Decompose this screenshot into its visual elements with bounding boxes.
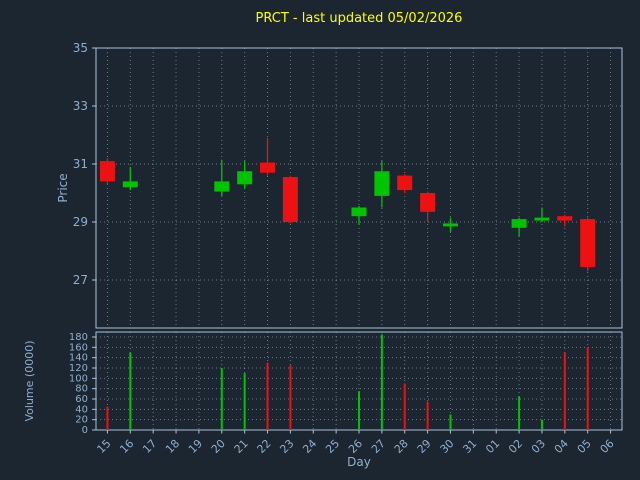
candle-body <box>99 161 115 182</box>
candle-body <box>237 171 253 185</box>
price-tick-label: 35 <box>73 41 88 55</box>
x-tick-label: 02 <box>506 437 525 456</box>
candle-body <box>282 177 298 222</box>
price-tick-label: 29 <box>73 215 88 229</box>
x-tick-label: 15 <box>94 437 113 456</box>
volume-tick-label: 100 <box>69 373 88 384</box>
candle-body <box>442 223 458 227</box>
price-tick-label: 31 <box>73 157 88 171</box>
x-tick-label: 01 <box>483 437 502 456</box>
volume-bar <box>403 383 406 430</box>
candle-body <box>374 171 390 196</box>
price-plot-frame <box>95 47 623 329</box>
x-tick-label: 17 <box>140 437 159 456</box>
x-axis-label: Day <box>347 455 371 469</box>
x-tick-label: 19 <box>186 437 205 456</box>
x-tick-label: 18 <box>163 437 182 456</box>
volume-tick-label: 0 <box>82 425 88 436</box>
x-tick-label: 26 <box>346 437 365 456</box>
x-tick-label: 04 <box>552 437 571 456</box>
x-tick-label: 29 <box>415 437 434 456</box>
volume-tick-label: 120 <box>69 363 88 374</box>
candle-body <box>557 216 573 221</box>
price-tick-label: 27 <box>73 273 88 287</box>
volume-bar <box>540 419 543 430</box>
candle-body <box>260 162 276 173</box>
chart-title: PRCT - last updated 05/02/2026 <box>255 11 463 26</box>
volume-bar <box>563 352 566 430</box>
x-tick-label: 24 <box>300 437 319 456</box>
x-tick-label: 30 <box>438 437 457 456</box>
x-tick-label: 05 <box>575 437 594 456</box>
candle-body <box>534 217 550 221</box>
volume-bar <box>289 365 292 430</box>
volume-bar <box>426 401 429 430</box>
x-tick-label: 28 <box>392 437 411 456</box>
candle-body <box>580 219 596 267</box>
x-tick-label: 21 <box>232 437 251 456</box>
volume-bar <box>358 391 360 430</box>
volume-tick-label: 160 <box>69 342 88 353</box>
x-tick-label: 27 <box>369 437 388 456</box>
candle-body <box>511 219 527 228</box>
volume-tick-label: 40 <box>75 404 88 415</box>
volume-bar <box>106 406 109 430</box>
volume-tick-label: 80 <box>75 384 88 395</box>
volume-bar <box>129 352 132 430</box>
x-tick-label: 23 <box>277 437 296 456</box>
volume-tick-label: 180 <box>69 332 88 343</box>
volume-bar <box>586 347 589 430</box>
volume-bar <box>266 362 269 430</box>
x-tick-label: 16 <box>117 437 136 456</box>
volume-tick-label: 20 <box>75 415 88 426</box>
volume-tick-label: 60 <box>75 394 88 405</box>
x-tick-label: 20 <box>209 437 228 456</box>
volume-bar <box>243 373 246 430</box>
x-tick-label: 03 <box>529 437 548 456</box>
x-tick-label: 22 <box>255 437 274 456</box>
candle-body <box>351 207 367 217</box>
volume-bar <box>449 414 452 430</box>
volume-bar <box>220 367 223 430</box>
candle-body <box>420 193 436 212</box>
x-tick-label: 06 <box>598 437 617 456</box>
candle-body <box>122 181 138 188</box>
volume-tick-label: 140 <box>69 353 88 364</box>
price-tick-label: 33 <box>73 99 88 113</box>
candle-body <box>397 175 413 191</box>
x-tick-label: 31 <box>460 437 479 456</box>
volume-bar <box>518 396 521 430</box>
candle-body <box>214 181 230 192</box>
x-tick-label: 25 <box>323 437 342 456</box>
volume-bar <box>380 334 383 430</box>
